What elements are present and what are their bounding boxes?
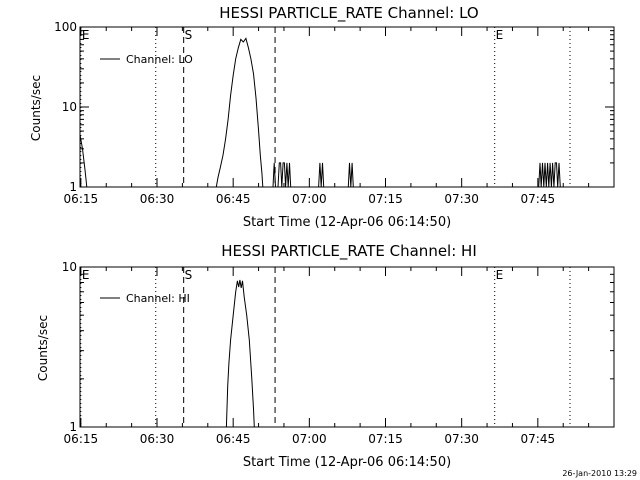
x-axis-label: Start Time (12-Apr-06 06:14:50) [243, 455, 451, 470]
event-marker-label: E [496, 268, 504, 282]
panel-hi: HESSI PARTICLE_RATE Channel: HI Start Ti… [36, 242, 615, 470]
x-tick-label: 07:45 [521, 192, 556, 206]
x-tick-label: 07:45 [521, 432, 556, 446]
event-marker-label: S [185, 28, 193, 42]
y-tick-label: 10 [62, 100, 77, 114]
y-tick-label: 10 [62, 260, 77, 274]
event-marker-label: E [82, 28, 90, 42]
event-marker-label: S [185, 268, 193, 282]
x-tick-label: 07:30 [444, 432, 479, 446]
x-tick-label: 07:00 [292, 192, 327, 206]
series-line [272, 162, 276, 188]
x-tick-label: 07:00 [292, 432, 327, 446]
chart-title: HESSI PARTICLE_RATE Channel: HI [221, 242, 477, 261]
y-tick-label: 1 [69, 420, 77, 434]
x-tick-label: 06:30 [140, 192, 175, 206]
chart-title: HESSI PARTICLE_RATE Channel: LO [219, 4, 478, 23]
x-tick-label: 07:15 [368, 432, 403, 446]
x-tick-label: 06:30 [140, 432, 175, 446]
plot-frame [79, 266, 615, 428]
x-axis-label: Start Time (12-Apr-06 06:14:50) [243, 215, 451, 230]
y-tick-label: 100 [54, 20, 77, 34]
x-tick-label: 06:15 [64, 432, 99, 446]
y-axis-label: Counts/sec [29, 75, 43, 141]
event-marker-label: E [496, 28, 504, 42]
x-tick-label: 06:45 [216, 192, 251, 206]
series-line [538, 162, 561, 188]
y-tick-label: 1 [69, 180, 77, 194]
series-line [79, 134, 88, 188]
date-stamp: 26-Jan-2010 13:29 [562, 469, 637, 478]
series-line [215, 37, 264, 188]
series-line [318, 162, 325, 188]
legend-label: Channel: HI [126, 292, 190, 305]
x-tick-label: 07:30 [444, 192, 479, 206]
x-tick-label: 06:45 [216, 432, 251, 446]
series-line [225, 279, 255, 428]
series-line [277, 162, 292, 188]
x-tick-label: 07:15 [368, 192, 403, 206]
series-line [347, 162, 354, 188]
x-tick-label: 06:15 [64, 192, 99, 206]
panel-lo: HESSI PARTICLE_RATE Channel: LO Start Ti… [29, 4, 615, 230]
y-axis-label: Counts/sec [36, 315, 50, 381]
legend-label: Channel: LO [126, 53, 193, 66]
event-marker-label: E [82, 268, 90, 282]
